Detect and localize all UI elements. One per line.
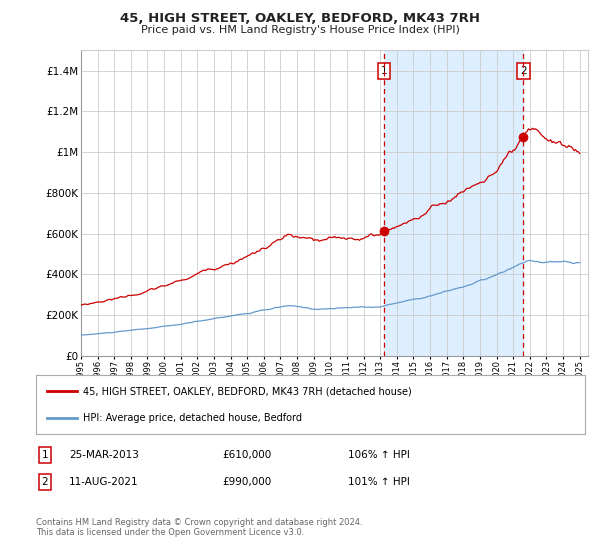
Text: 2: 2 [520,66,527,76]
Text: £990,000: £990,000 [222,477,271,487]
Text: 101% ↑ HPI: 101% ↑ HPI [348,477,410,487]
Text: 106% ↑ HPI: 106% ↑ HPI [348,450,410,460]
Text: Price paid vs. HM Land Registry's House Price Index (HPI): Price paid vs. HM Land Registry's House … [140,25,460,35]
Text: 1: 1 [381,66,388,76]
Text: 45, HIGH STREET, OAKLEY, BEDFORD, MK43 7RH: 45, HIGH STREET, OAKLEY, BEDFORD, MK43 7… [120,12,480,25]
Text: 1: 1 [41,450,49,460]
Text: Contains HM Land Registry data © Crown copyright and database right 2024.
This d: Contains HM Land Registry data © Crown c… [36,518,362,538]
Bar [384,50,523,356]
Text: 11-AUG-2021: 11-AUG-2021 [69,477,139,487]
Text: 2: 2 [41,477,49,487]
Text: 25-MAR-2013: 25-MAR-2013 [69,450,139,460]
Text: £610,000: £610,000 [222,450,271,460]
Text: 45, HIGH STREET, OAKLEY, BEDFORD, MK43 7RH (detached house): 45, HIGH STREET, OAKLEY, BEDFORD, MK43 7… [83,386,412,396]
Text: HPI: Average price, detached house, Bedford: HPI: Average price, detached house, Bedf… [83,413,302,423]
